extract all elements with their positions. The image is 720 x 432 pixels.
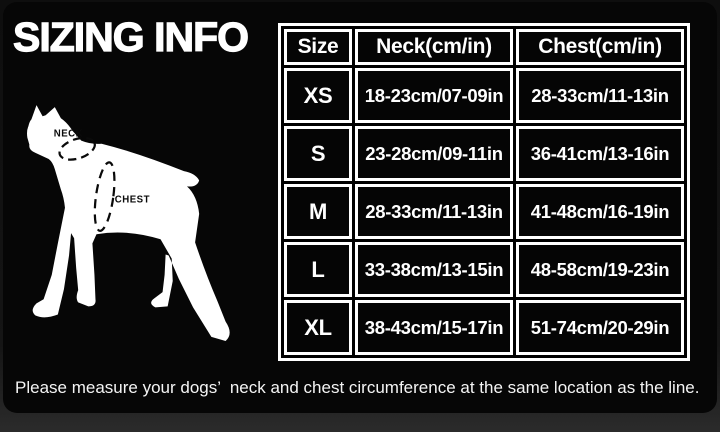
neck-value: 38-43cm/15-17in <box>355 300 513 355</box>
neck-label: NECK <box>54 129 83 140</box>
chest-value: 48-58cm/19-23in <box>516 242 684 297</box>
neck-value: 28-33cm/11-13in <box>355 184 513 239</box>
table-row-xs: XS 18-23cm/07-09in 28-33cm/11-13in <box>284 68 684 123</box>
sizing-table: Size Neck(cm/in) Chest(cm/in) XS 18-23cm… <box>278 23 690 361</box>
table-row-l: L 33-38cm/13-15in 48-58cm/19-23in <box>284 242 684 297</box>
size-value: S <box>284 126 352 181</box>
page-title: SIZING INFO <box>12 13 249 60</box>
table-header-row: Size Neck(cm/in) Chest(cm/in) <box>284 29 684 65</box>
header-size: Size <box>284 29 352 65</box>
neck-measure-line <box>58 136 96 161</box>
size-value: XL <box>284 300 352 355</box>
chest-measure-line <box>93 161 116 232</box>
chest-value: 36-41cm/13-16in <box>516 126 684 181</box>
table-row-xl: XL 38-43cm/15-17in 51-74cm/20-29in <box>284 300 684 355</box>
dog-silhouette <box>27 105 230 341</box>
neck-value: 23-28cm/09-11in <box>355 126 513 181</box>
header-chest: Chest(cm/in) <box>516 29 684 65</box>
chest-value: 28-33cm/11-13in <box>516 68 684 123</box>
chest-value: 41-48cm/16-19in <box>516 184 684 239</box>
header-neck: Neck(cm/in) <box>355 29 513 65</box>
size-value: XS <box>284 68 352 123</box>
size-value: M <box>284 184 352 239</box>
neck-value: 18-23cm/07-09in <box>355 68 513 123</box>
size-value: L <box>284 242 352 297</box>
dog-measurement-diagram: NECK CHEST <box>27 105 230 341</box>
chest-value: 51-74cm/20-29in <box>516 300 684 355</box>
measurement-instruction: Please measure your dogs’ neck and chest… <box>15 378 700 397</box>
neck-value: 33-38cm/13-15in <box>355 242 513 297</box>
table-row-s: S 23-28cm/09-11in 36-41cm/13-16in <box>284 126 684 181</box>
table-row-m: M 28-33cm/11-13in 41-48cm/16-19in <box>284 184 684 239</box>
chest-label: CHEST <box>115 195 150 206</box>
